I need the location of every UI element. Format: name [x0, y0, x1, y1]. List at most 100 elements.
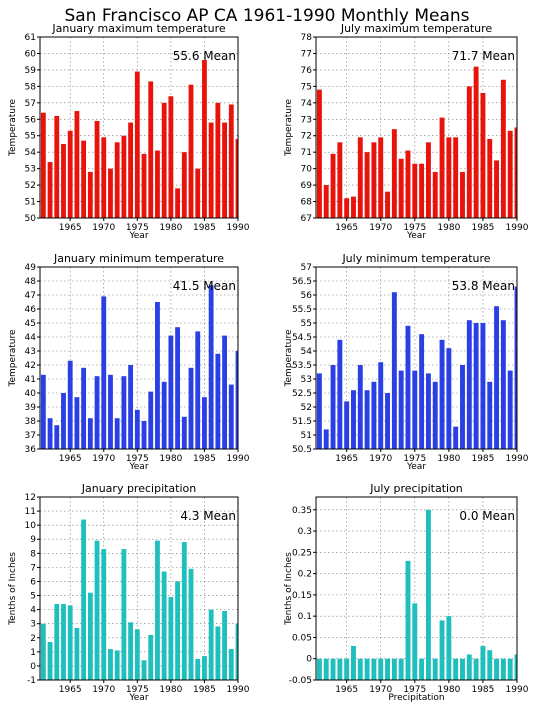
- bar-1980: [446, 616, 452, 680]
- chart-3: 36 37 38 39 40 41 42 43 44 45 46 47 48 49 1965 1970 1975…: [8, 252, 250, 472]
- bar-1966: [351, 390, 356, 449]
- y-tick-label: 9: [30, 535, 36, 545]
- y-tick-label: 5: [30, 592, 36, 602]
- bar-1987: [215, 353, 221, 449]
- bar-1978: [155, 150, 160, 218]
- bar-1985: [202, 397, 207, 449]
- y-tick-label: 55.5: [292, 305, 312, 315]
- y-tick-label: 56: [25, 115, 37, 125]
- bar-1963: [54, 115, 60, 218]
- chart-1: 50 51 52 53 54 55 56 57 58 59 60 61 1965 1970 1975 1980…: [8, 22, 250, 241]
- bar-1971: [385, 393, 390, 449]
- x-axis-label: Year: [406, 231, 426, 241]
- bar-1970: [101, 137, 107, 218]
- x-axis-label: Precipitation: [388, 693, 444, 703]
- bar-1962: [323, 658, 329, 680]
- y-tick-label: 58: [25, 82, 37, 92]
- y-tick-label: 51: [25, 198, 36, 208]
- bar-1977: [148, 81, 154, 218]
- y-tick-label: 40: [25, 389, 37, 399]
- y-tick-label: 0: [30, 662, 36, 672]
- y-tick-label: 57: [301, 263, 312, 273]
- y-tick-label: 38: [25, 417, 37, 427]
- y-tick-label: 50.5: [292, 445, 312, 455]
- bar-1990: [514, 286, 517, 449]
- bar-1982: [181, 152, 187, 218]
- bar-1990: [235, 623, 238, 680]
- y-tick-label: 0.3: [298, 527, 312, 537]
- bar-1990: [514, 654, 517, 680]
- y-tick-label: 76: [301, 66, 313, 76]
- bar-1969: [94, 540, 100, 680]
- bar-1969: [371, 381, 377, 449]
- bar-1973: [121, 135, 127, 218]
- mean-annotation: 71.7 Mean: [452, 49, 515, 63]
- bar-1988: [500, 79, 506, 218]
- bar-1990: [514, 127, 517, 218]
- x-tick-label: 1990: [506, 454, 529, 464]
- y-tick-label: 53: [301, 375, 312, 385]
- bar-1961: [316, 89, 322, 219]
- bar-1970: [378, 137, 384, 218]
- bar-1968: [364, 390, 370, 449]
- y-tick-label: 54: [301, 347, 313, 357]
- y-axis-label: Temperature: [284, 329, 294, 387]
- bar-1989: [507, 370, 513, 449]
- bar-1971: [108, 374, 113, 449]
- bar-1962: [47, 162, 53, 218]
- bar-1981: [175, 327, 181, 449]
- x-tick-label: 1970: [92, 223, 115, 233]
- x-tick-label: 1965: [335, 223, 358, 233]
- chart-title: July minimum temperature: [341, 252, 490, 265]
- x-tick-label: 1980: [159, 454, 182, 464]
- bar-1979: [439, 620, 445, 680]
- bar-1961: [316, 658, 322, 680]
- y-tick-label: 52: [25, 181, 36, 191]
- bar-1967: [81, 367, 87, 449]
- y-tick-label: 60: [25, 49, 37, 59]
- bar-1971: [108, 168, 113, 218]
- bar-1973: [121, 376, 127, 449]
- chart-title: July maximum temperature: [340, 22, 493, 35]
- chart-title: January minimum temperature: [53, 252, 224, 265]
- y-tick-label: 46: [25, 305, 37, 315]
- x-tick-label: 1985: [193, 685, 216, 695]
- y-tick-label: 44: [25, 333, 37, 343]
- bar-1973: [398, 658, 404, 680]
- bar-1986: [208, 609, 214, 680]
- bar-1962: [47, 641, 53, 680]
- bar-1971: [385, 191, 390, 218]
- y-tick-label: 45: [25, 319, 36, 329]
- y-tick-label: 39: [25, 403, 37, 413]
- x-tick-label: 1965: [335, 454, 358, 464]
- bar-1976: [419, 334, 425, 449]
- bar-1968: [364, 152, 370, 218]
- bar-1961: [316, 373, 322, 449]
- y-tick-label: 73: [301, 115, 312, 125]
- bar-1976: [419, 163, 425, 218]
- bar-1972: [391, 658, 397, 680]
- bar-1968: [87, 171, 93, 218]
- y-tick-label: 0.25: [292, 548, 312, 558]
- bar-1972: [391, 129, 397, 218]
- mean-annotation: 0.0 Mean: [459, 509, 515, 523]
- y-tick-label: 54.5: [292, 333, 312, 343]
- bar-1970: [378, 362, 384, 449]
- bar-1967: [357, 658, 363, 680]
- bar-1982: [460, 171, 465, 218]
- chart-4: 50.5 51 51.5 52 52.5 53 53.5 54 54.5 55 55.5 56 56.5…: [284, 252, 529, 472]
- bar-1965: [344, 198, 350, 218]
- bar-1984: [195, 331, 201, 449]
- bar-1980: [168, 596, 174, 680]
- y-tick-label: 12: [25, 493, 36, 503]
- mean-annotation: 41.5 Mean: [173, 279, 236, 293]
- bar-1980: [168, 335, 174, 449]
- y-tick-label: 49: [25, 263, 37, 273]
- bar-1978: [155, 302, 160, 449]
- bar-1967: [81, 519, 87, 680]
- y-tick-label: 69: [301, 181, 313, 191]
- y-tick-label: 43: [25, 347, 36, 357]
- y-tick-label: 0.15: [292, 591, 312, 601]
- x-tick-label: 1985: [471, 223, 494, 233]
